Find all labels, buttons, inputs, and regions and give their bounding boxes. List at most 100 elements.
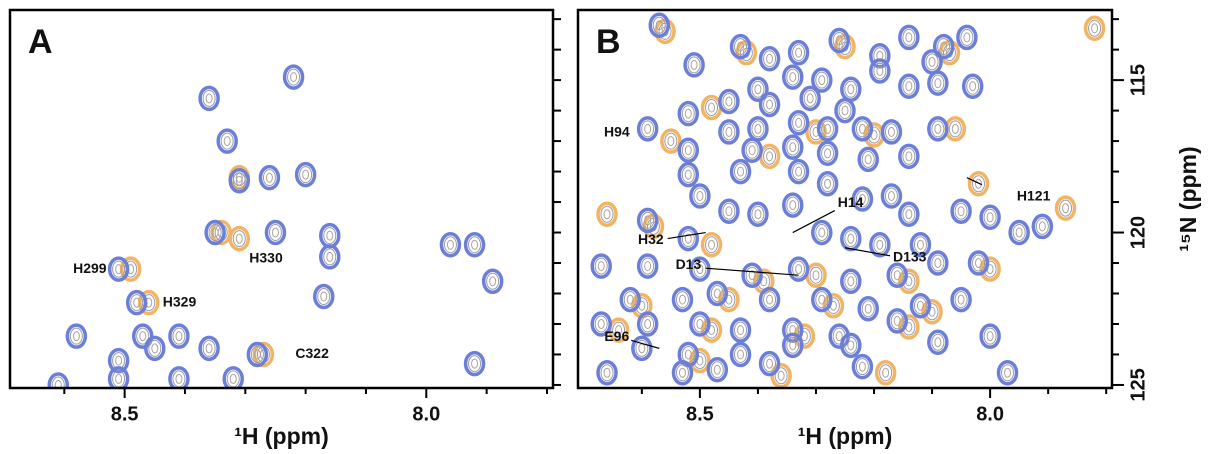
peak xyxy=(481,268,504,295)
peak-contour xyxy=(979,204,1001,231)
peak-contour xyxy=(294,161,317,188)
peak-contour xyxy=(857,146,879,173)
peak-contour xyxy=(681,105,695,123)
peak xyxy=(718,88,740,115)
peak-contour xyxy=(1015,227,1023,238)
peak-contour xyxy=(725,126,733,137)
peak xyxy=(596,201,618,227)
peak xyxy=(596,360,618,386)
peak-contour xyxy=(787,158,810,185)
peak-contour xyxy=(1054,195,1077,221)
peak-contour xyxy=(706,280,729,307)
peak xyxy=(811,219,833,246)
peak-contour xyxy=(133,297,141,308)
peak-contour xyxy=(880,119,903,145)
peak xyxy=(65,323,88,349)
peak-contour xyxy=(198,335,220,362)
peak-contour xyxy=(678,294,686,305)
peak-contour xyxy=(938,39,961,66)
peak-contour xyxy=(898,143,920,170)
peak xyxy=(869,58,891,84)
annotation-line xyxy=(631,339,660,349)
peak xyxy=(787,39,810,66)
peak xyxy=(131,323,154,349)
peak-contour xyxy=(226,370,240,388)
peak-contour xyxy=(644,215,652,226)
peak xyxy=(619,286,641,313)
peak xyxy=(246,341,269,368)
peak xyxy=(967,250,990,276)
peak-contour xyxy=(792,260,806,278)
peak-contour xyxy=(948,120,962,138)
peak xyxy=(689,311,711,337)
peak-contour xyxy=(603,367,611,378)
peak-contour xyxy=(463,350,486,377)
peak-contour xyxy=(954,291,968,309)
peak-contour xyxy=(696,190,704,201)
panel-label: B xyxy=(596,23,621,61)
peak-contour xyxy=(216,128,238,154)
peak-contour xyxy=(763,96,777,113)
peak xyxy=(671,286,694,313)
peak-contour xyxy=(72,331,80,342)
peak-contour xyxy=(677,225,700,252)
peak-contour xyxy=(874,360,897,386)
peak-contour xyxy=(786,321,800,339)
peak-contour xyxy=(879,364,893,382)
peak-contour xyxy=(754,209,762,220)
peak-contour xyxy=(754,123,762,134)
peak-contour xyxy=(787,256,810,282)
peak xyxy=(636,311,659,337)
peak xyxy=(689,183,711,209)
peak-contour xyxy=(139,331,147,342)
peak-contour xyxy=(786,196,800,214)
peak xyxy=(787,158,810,185)
peak xyxy=(857,146,879,173)
peak-contour xyxy=(789,340,797,351)
peak-contour xyxy=(986,331,994,342)
peak-contour xyxy=(855,190,869,208)
peak xyxy=(198,85,220,112)
peak-contour xyxy=(312,283,335,310)
peak-contour xyxy=(205,93,213,104)
peak-contour xyxy=(886,308,908,334)
peak-contour xyxy=(880,183,903,209)
peak-contour xyxy=(763,291,777,309)
peak xyxy=(758,91,781,118)
peak-contour xyxy=(834,33,856,60)
peak-contour xyxy=(816,140,839,167)
peak-contour xyxy=(264,219,287,246)
peak xyxy=(689,347,711,374)
peak xyxy=(782,332,804,359)
peak xyxy=(822,292,845,319)
peak-contour xyxy=(840,268,862,295)
peak-contour xyxy=(925,53,939,71)
peak-contour xyxy=(763,50,777,68)
peak-contour xyxy=(905,81,913,92)
peak xyxy=(107,256,130,282)
peak xyxy=(805,262,827,288)
peak-contour xyxy=(641,257,655,275)
annotation: H329 xyxy=(163,293,197,309)
peak-contour xyxy=(211,227,219,238)
peak-contour xyxy=(786,336,800,354)
peak-contour xyxy=(957,206,965,217)
peak-contour xyxy=(737,349,745,360)
peak xyxy=(898,24,920,51)
peak xyxy=(216,128,238,154)
peak-contour xyxy=(268,224,282,242)
peak-contour xyxy=(684,145,692,156)
peak xyxy=(758,143,781,170)
peak-contour xyxy=(975,258,982,269)
peak-contour xyxy=(934,123,942,134)
peak-contour xyxy=(65,323,88,349)
peak-contour xyxy=(909,231,932,258)
peak-contour xyxy=(858,194,866,204)
peak-contour xyxy=(115,373,123,384)
peak xyxy=(880,119,903,145)
peak xyxy=(741,262,763,288)
peak-contour xyxy=(927,70,949,96)
peak-contour xyxy=(323,248,337,266)
peak-contour xyxy=(706,356,729,383)
peak-contour xyxy=(931,120,945,138)
